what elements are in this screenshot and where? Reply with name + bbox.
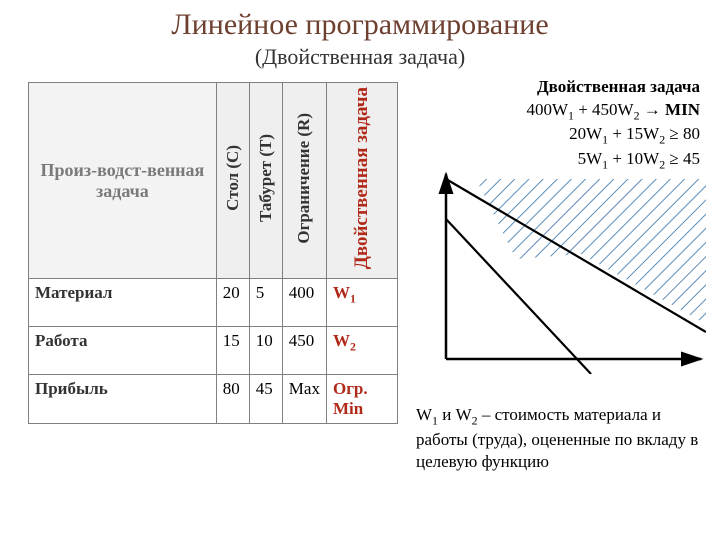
cell: 10 xyxy=(249,327,282,375)
dual-table: Произ-водст-венная задача Стол (С) Табур… xyxy=(28,82,398,424)
formula-title: Двойственная задача xyxy=(416,76,700,99)
left-column: Произ-водст-венная задача Стол (С) Табур… xyxy=(28,82,398,473)
row-label: Прибыль xyxy=(29,375,217,424)
cell: 80 xyxy=(216,375,249,424)
page-subtitle: (Двойственная задача) xyxy=(0,42,720,70)
cell-dual: W1 xyxy=(326,279,397,327)
content-row: Произ-водст-венная задача Стол (С) Табур… xyxy=(0,70,720,473)
cell: 45 xyxy=(249,375,282,424)
cell-dual: W2 xyxy=(326,327,397,375)
cell-dual: Огр. Min xyxy=(326,375,397,424)
table-row: Работа 15 10 450 W2 xyxy=(29,327,398,375)
cell: 400 xyxy=(282,279,326,327)
cell: 5 xyxy=(249,279,282,327)
col-dual: Двойственная задача xyxy=(326,83,397,279)
col-constraint-r: Ограничение (R) xyxy=(282,83,326,279)
cell: Max xyxy=(282,375,326,424)
formula-objective: 400W1 + 450W2 → MIN xyxy=(416,99,700,123)
page-title: Линейное программирование xyxy=(0,0,720,42)
interpretation-note: W1 и W2 – стоимость материала и работы (… xyxy=(416,404,706,473)
feasible-region-chart xyxy=(416,164,706,374)
col-production: Произ-водст-венная задача xyxy=(29,83,217,279)
table-row: Материал 20 5 400 W1 xyxy=(29,279,398,327)
cell: 20 xyxy=(216,279,249,327)
chart-svg xyxy=(416,164,706,374)
formula-constraint-1: 20W1 + 15W2 ≥ 80 xyxy=(416,123,700,147)
row-label: Работа xyxy=(29,327,217,375)
table-row: Прибыль 80 45 Max Огр. Min xyxy=(29,375,398,424)
col-table-c: Стол (С) xyxy=(216,83,249,279)
row-label: Материал xyxy=(29,279,217,327)
cell: 450 xyxy=(282,327,326,375)
col-stool-t: Табурет (Т) xyxy=(249,83,282,279)
right-column: Двойственная задача 400W1 + 450W2 → MIN … xyxy=(416,82,706,473)
dual-formulas: Двойственная задача 400W1 + 450W2 → MIN … xyxy=(416,76,706,172)
cell: 15 xyxy=(216,327,249,375)
